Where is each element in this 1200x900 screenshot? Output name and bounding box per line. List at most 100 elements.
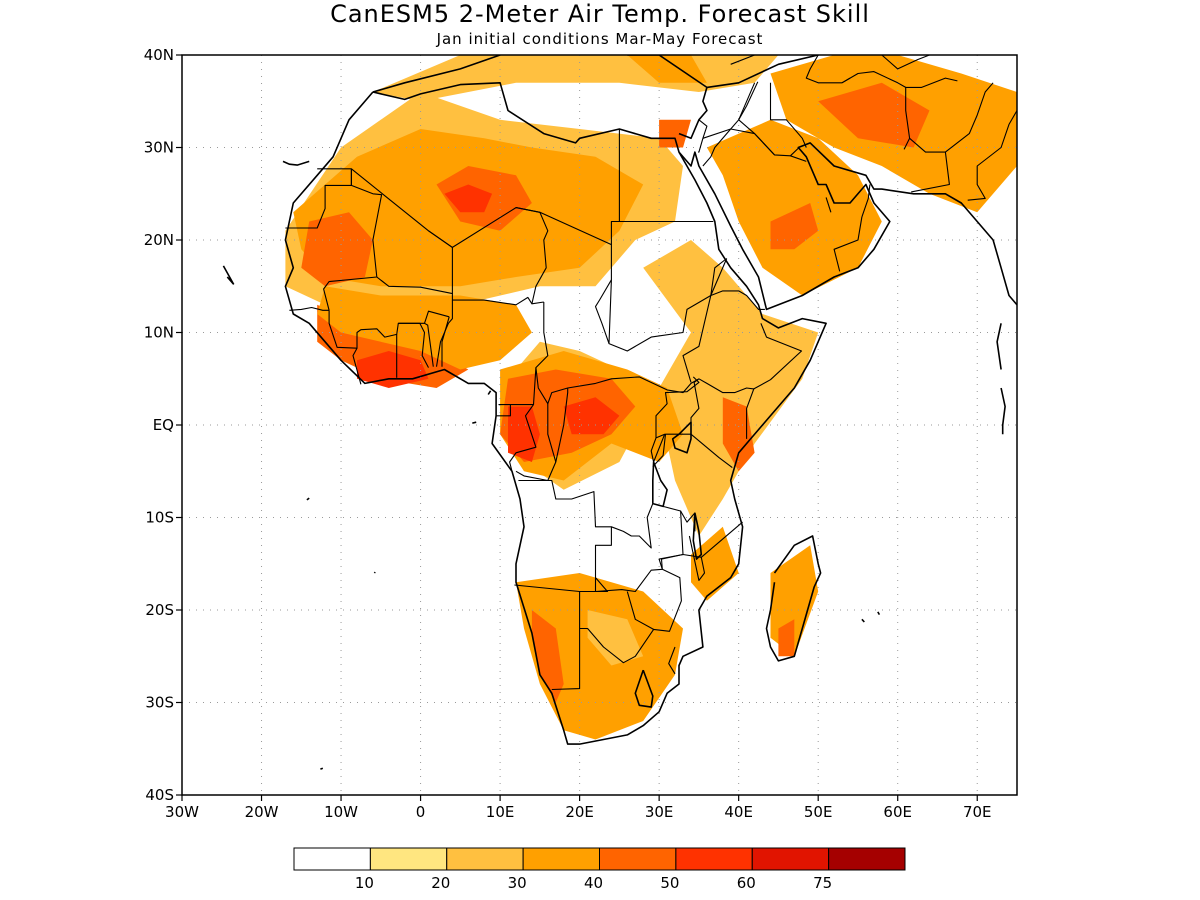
skill-region-2 xyxy=(301,212,373,287)
longitude-axis: 30W 20W 10W 0 10E 20E 30E 40E 50E 60E 70E xyxy=(165,795,992,821)
island-6 xyxy=(1000,387,1006,435)
skill-region-16 xyxy=(587,610,644,666)
colorbar-swatch-3 xyxy=(522,847,600,871)
lon-tick-label: 30E xyxy=(645,803,674,821)
country-border-38 xyxy=(352,347,362,385)
country-border-30 xyxy=(690,378,700,435)
skill-region-17 xyxy=(691,526,739,601)
lon-tick-label: 70E xyxy=(963,803,992,821)
country-border-37 xyxy=(328,310,450,349)
colorbar-swatch-2 xyxy=(446,847,524,871)
lon-tick-label: 50E xyxy=(804,803,833,821)
colorbar-label: 75 xyxy=(813,874,832,892)
country-border-1 xyxy=(323,168,383,311)
country-border-10 xyxy=(608,258,728,352)
lat-tick-label: 30N xyxy=(144,139,174,157)
island-2 xyxy=(472,421,477,424)
skill-region-25 xyxy=(659,119,691,148)
country-border-41 xyxy=(424,322,434,367)
coastline-4 xyxy=(627,55,708,140)
colorbar-label: 40 xyxy=(584,874,603,892)
country-border-34 xyxy=(710,290,765,310)
skill-region-15 xyxy=(531,610,564,703)
lat-tick-label: 20N xyxy=(144,231,174,249)
colorbar-swatch-4 xyxy=(599,847,677,871)
country-border-45 xyxy=(702,128,732,167)
colorbar: 10 20 30 40 50 60 75 xyxy=(293,847,906,892)
island-1 xyxy=(222,265,235,285)
colorbar-label: 50 xyxy=(660,874,679,892)
skill-region-20 xyxy=(706,119,882,296)
colorbar-swatch-7 xyxy=(828,847,906,871)
country-border-16 xyxy=(555,388,569,463)
lon-tick-label: 20E xyxy=(565,803,594,821)
island-5 xyxy=(877,611,881,616)
coastline-3 xyxy=(372,55,501,93)
country-border-58 xyxy=(841,71,906,88)
coastline-1 xyxy=(678,142,1017,311)
country-border-17 xyxy=(514,479,612,593)
coastline-5 xyxy=(706,55,819,89)
country-border-26 xyxy=(680,510,696,532)
country-border-47 xyxy=(790,155,807,162)
country-border-42 xyxy=(441,316,450,367)
country-border-52 xyxy=(769,82,807,148)
lat-tick-label: 30S xyxy=(145,694,174,712)
lon-tick-label: 20W xyxy=(245,803,279,821)
skill-region-21 xyxy=(770,203,819,250)
skill-region-7 xyxy=(317,286,532,370)
colorbar-label: 60 xyxy=(737,874,756,892)
skill-region-26 xyxy=(627,55,707,83)
colorbar-swatch-0 xyxy=(293,847,371,871)
coastline-7 xyxy=(634,669,654,708)
country-border-60 xyxy=(730,55,755,65)
lat-tick-label: 10N xyxy=(144,324,174,342)
lat-tick-label: EQ xyxy=(153,416,174,434)
country-border-32 xyxy=(682,258,728,383)
lon-tick-label: 40E xyxy=(724,803,753,821)
colorbar-label: 20 xyxy=(431,874,450,892)
country-border-23 xyxy=(668,646,676,675)
island-0 xyxy=(282,160,310,166)
lon-tick-label: 0 xyxy=(416,803,426,821)
island-3 xyxy=(487,390,492,395)
country-border-43 xyxy=(698,119,708,153)
lon-tick-label: 10E xyxy=(486,803,515,821)
colorbar-swatch-5 xyxy=(675,847,753,871)
skill-shading-layer xyxy=(285,55,1017,740)
map-subtitle: Jan initial conditions Mar-May Forecast xyxy=(436,30,764,48)
lat-tick-label: 20S xyxy=(145,601,174,619)
lat-tick-label: 10S xyxy=(145,509,174,527)
country-border-14 xyxy=(496,404,511,417)
country-border-22 xyxy=(626,591,654,630)
country-border-40 xyxy=(398,322,429,368)
lon-tick-label: 30W xyxy=(165,803,199,821)
country-border-55 xyxy=(911,152,950,193)
map-plot-area xyxy=(182,55,1017,795)
country-border-21 xyxy=(579,568,682,664)
country-border-50 xyxy=(861,184,871,218)
colorbar-label: 10 xyxy=(355,874,374,892)
country-border-36 xyxy=(289,306,330,311)
country-border-56 xyxy=(967,110,1017,201)
country-border-49 xyxy=(833,216,863,272)
colorbar-swatch-6 xyxy=(751,847,830,871)
country-border-19 xyxy=(594,505,684,593)
country-border-4 xyxy=(435,300,453,367)
country-border-54 xyxy=(909,82,994,153)
country-border-15 xyxy=(509,404,537,472)
colorbar-label: 30 xyxy=(508,874,527,892)
country-border-59 xyxy=(881,55,930,70)
island-10 xyxy=(320,767,324,770)
skill-region-19 xyxy=(778,619,795,657)
island-4 xyxy=(861,618,865,623)
lat-tick-label: 40S xyxy=(145,786,174,804)
country-border-48 xyxy=(738,81,775,156)
country-border-44 xyxy=(702,82,756,139)
island-7 xyxy=(996,323,1002,370)
lon-tick-label: 10W xyxy=(324,803,358,821)
country-border-31 xyxy=(698,378,755,439)
skill-region-24 xyxy=(372,55,779,102)
latitude-axis: 40N 30N 20N 10N EQ 10S 20S 30S 40S xyxy=(144,46,182,804)
